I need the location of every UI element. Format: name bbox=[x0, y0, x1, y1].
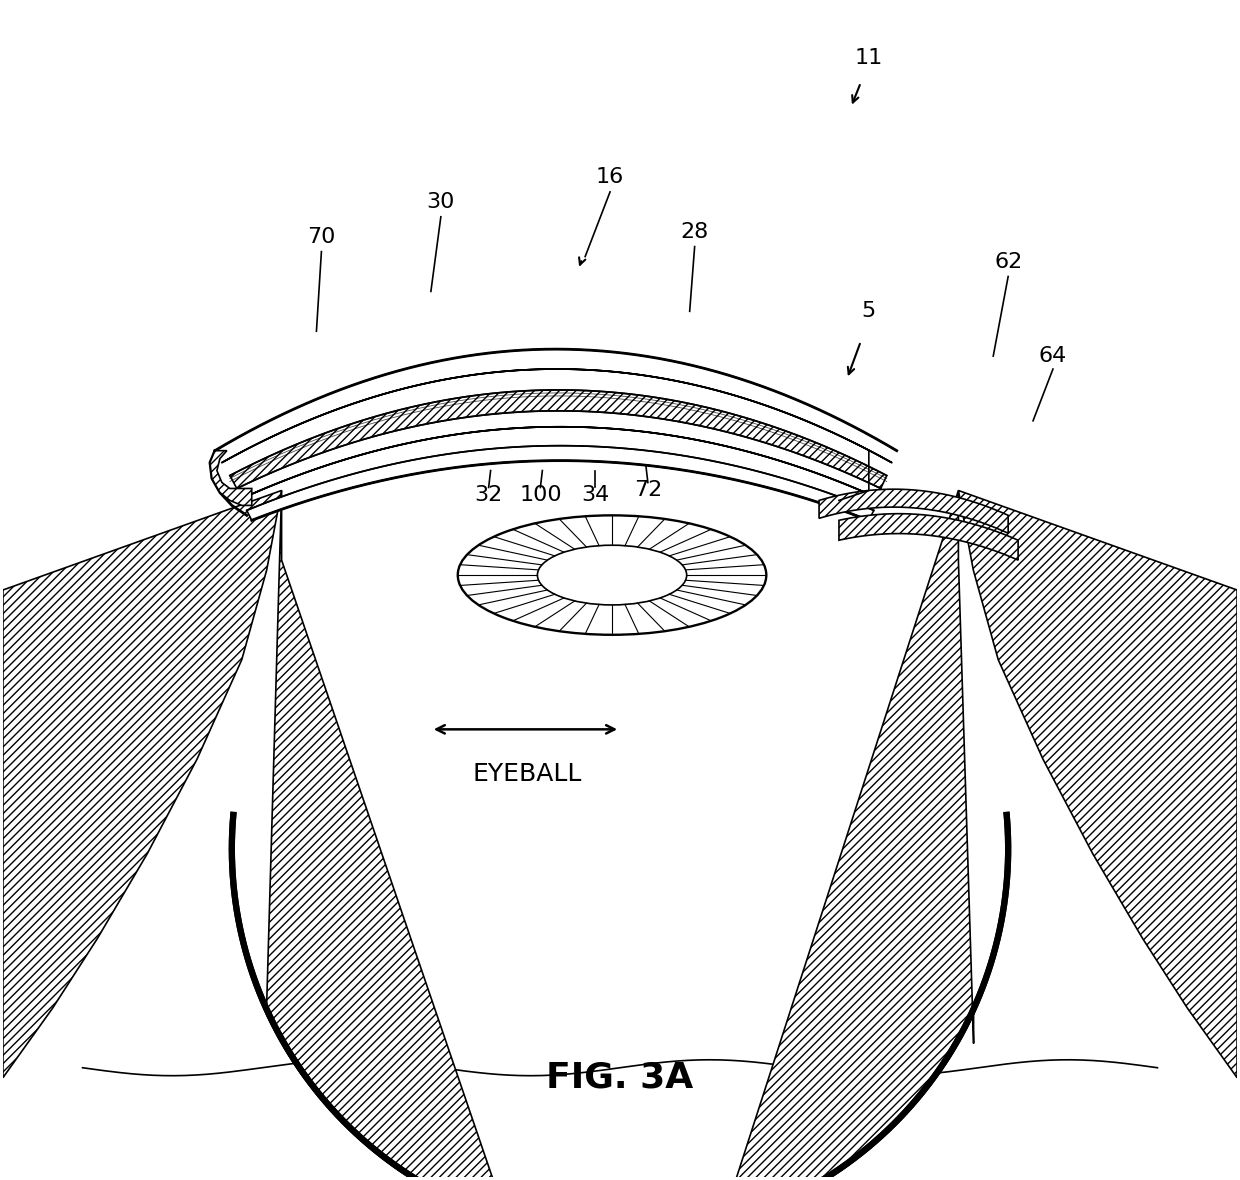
Polygon shape bbox=[229, 389, 887, 489]
Polygon shape bbox=[232, 815, 1008, 1180]
Text: 16: 16 bbox=[596, 166, 624, 186]
Text: 30: 30 bbox=[427, 192, 455, 212]
Text: 32: 32 bbox=[475, 485, 502, 505]
Text: 28: 28 bbox=[681, 222, 709, 242]
Polygon shape bbox=[267, 491, 520, 1180]
Text: 11: 11 bbox=[854, 47, 883, 67]
Text: 70: 70 bbox=[308, 227, 336, 247]
Text: 100: 100 bbox=[520, 485, 562, 505]
Polygon shape bbox=[720, 491, 973, 1180]
Text: 5: 5 bbox=[862, 301, 875, 321]
Polygon shape bbox=[247, 446, 874, 520]
Text: 34: 34 bbox=[582, 485, 609, 505]
Polygon shape bbox=[959, 491, 1238, 1077]
Polygon shape bbox=[242, 427, 879, 498]
Polygon shape bbox=[839, 513, 1018, 560]
Text: 64: 64 bbox=[1039, 346, 1068, 366]
Text: 62: 62 bbox=[994, 251, 1022, 271]
Polygon shape bbox=[820, 490, 1008, 533]
Text: EYEBALL: EYEBALL bbox=[472, 762, 582, 786]
Text: FIG. 3A: FIG. 3A bbox=[547, 1061, 693, 1095]
Polygon shape bbox=[2, 491, 281, 1077]
Polygon shape bbox=[222, 369, 892, 463]
Text: 72: 72 bbox=[634, 480, 662, 500]
Ellipse shape bbox=[537, 545, 687, 605]
Polygon shape bbox=[210, 451, 252, 505]
